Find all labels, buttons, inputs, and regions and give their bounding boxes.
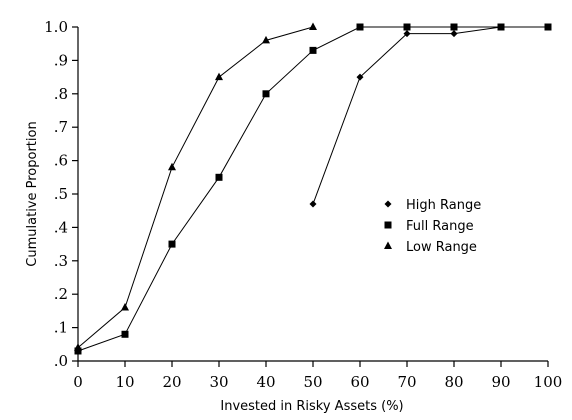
data-point-full-range (215, 173, 223, 181)
y-tick-label: .2 (54, 285, 68, 303)
data-point-full-range (309, 46, 317, 54)
data-point-full-range (497, 23, 505, 31)
data-point-full-range (121, 330, 129, 338)
series-layer (74, 22, 552, 355)
series-line-high-range (312, 26, 548, 205)
x-tick-label: 90 (491, 373, 510, 391)
data-point-full-range (356, 23, 364, 31)
series-low-range (74, 22, 317, 351)
series-line-low-range (77, 26, 314, 349)
y-tick-label: .8 (54, 85, 68, 103)
data-point-full-range (403, 23, 411, 31)
x-tick-label: 70 (397, 373, 416, 391)
legend-label-high-range: High Range (406, 198, 481, 213)
x-tick-label: 100 (534, 373, 563, 391)
data-point-high-range (309, 200, 317, 208)
x-tick-label: 80 (444, 373, 463, 391)
data-point-high-range (403, 30, 411, 38)
x-tick-label: 0 (73, 373, 83, 391)
data-point-low-range (262, 35, 270, 44)
legend-marker-full-range (384, 221, 392, 229)
data-point-full-range (262, 90, 270, 98)
y-tick-label: .7 (54, 118, 68, 136)
data-point-low-range (121, 303, 129, 311)
y-tick-label: .4 (54, 218, 68, 236)
x-tick-label: 30 (209, 373, 228, 391)
legend-marker-low-range (384, 241, 392, 249)
data-point-full-range (450, 23, 458, 31)
data-point-low-range (168, 162, 176, 171)
series-high-range (309, 23, 552, 208)
x-tick-label: 10 (115, 373, 134, 391)
y-axis-label: Cumulative Proportion (25, 121, 40, 266)
series-full-range (74, 23, 552, 355)
y-tick-label: .9 (54, 51, 68, 69)
legend-marker-high-range (384, 200, 392, 208)
x-tick-label: 60 (350, 373, 369, 391)
x-tick-label: 40 (256, 373, 275, 391)
y-tick-label: .6 (54, 152, 68, 170)
axes: .0 .1 .2 .3 .4 .5 .6 .7 .8 .9 1.0 0 10 20 30 40 50 60 70 80… (44, 18, 562, 391)
y-tick-label: .3 (54, 252, 68, 270)
legend-label-full-range: Full Range (406, 219, 474, 234)
x-tick-label: 50 (303, 373, 322, 391)
data-point-low-range (74, 343, 82, 351)
legend-label-low-range: Low Range (406, 240, 477, 255)
x-tick-label: 20 (162, 373, 181, 391)
y-tick-label: .5 (54, 185, 68, 203)
data-point-full-range (74, 347, 82, 355)
y-tick-label: 1.0 (44, 18, 68, 36)
data-point-low-range (215, 72, 223, 81)
legend: High Range Full Range Low Range (384, 198, 481, 255)
series-line-full-range (77, 26, 548, 352)
y-tick-label: .1 (54, 319, 68, 337)
data-point-low-range (309, 22, 317, 30)
data-point-high-range (450, 30, 458, 38)
x-axis-label: Invested in Risky Assets (%) (220, 399, 403, 414)
y-tick-label: .0 (54, 352, 68, 370)
data-point-full-range (544, 23, 552, 31)
data-point-full-range (168, 240, 176, 248)
data-point-high-range (356, 73, 364, 81)
